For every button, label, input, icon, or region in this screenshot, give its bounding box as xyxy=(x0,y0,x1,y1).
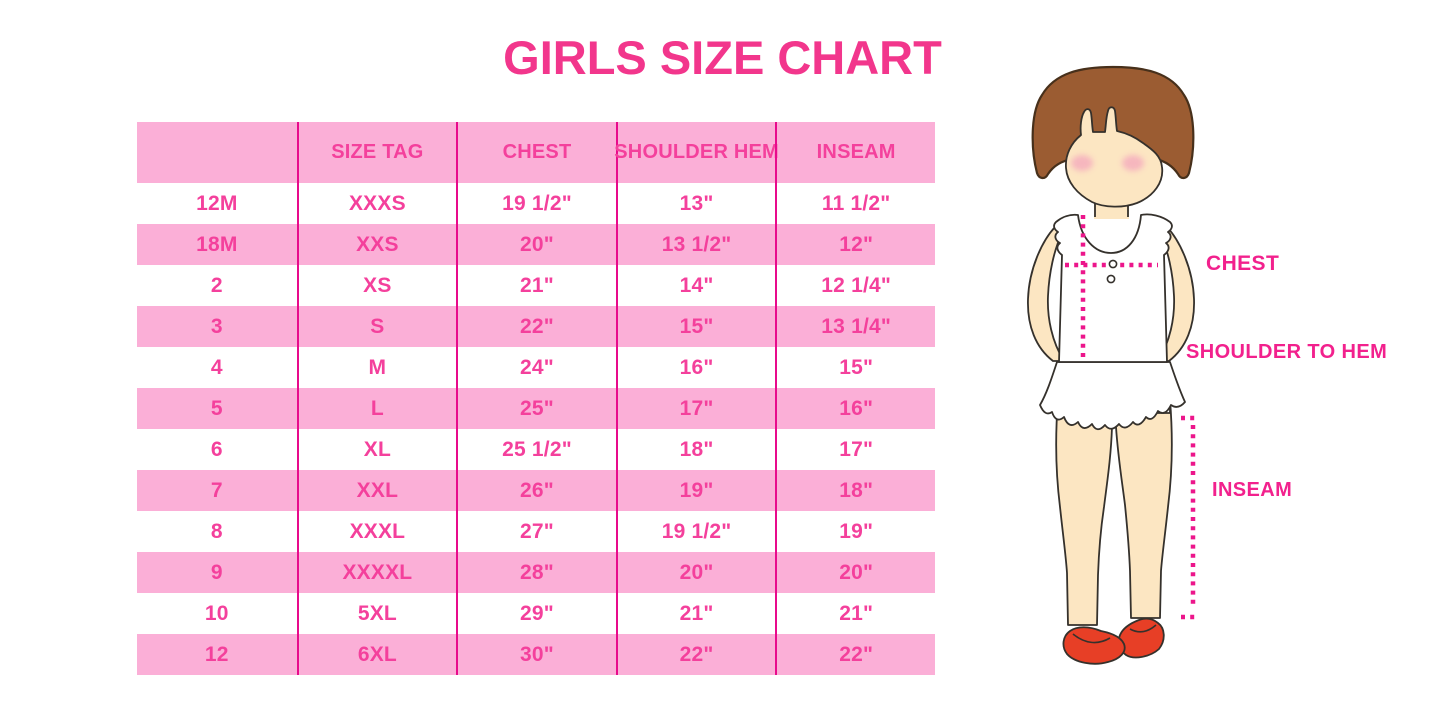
table-cell: 5 xyxy=(210,396,223,420)
shoe-left-strap xyxy=(1072,633,1111,644)
table-row: 2 XS 21" 14" 12 1/4" xyxy=(137,265,935,306)
table-row: 6 XL 25 1/2" 18" 17" xyxy=(137,429,935,470)
table-cell: 18M xyxy=(196,232,238,256)
table-cell: XXXS xyxy=(296,183,457,224)
table-cell: 6 xyxy=(210,437,223,461)
shoe-right xyxy=(1117,617,1165,659)
leg-left xyxy=(1055,399,1113,626)
header-cell: CHEST xyxy=(456,122,616,183)
header-cell: SIZE TAG xyxy=(296,122,457,183)
table-cell: 13 1/2" xyxy=(615,224,776,265)
table-cell: 30" xyxy=(456,634,616,675)
table-cell: 10 xyxy=(204,601,229,625)
table-row: 10 5XL 29" 21" 21" xyxy=(137,593,935,634)
face xyxy=(1065,106,1164,208)
table-cell: L xyxy=(296,388,457,429)
table-cell: 15" xyxy=(615,306,776,347)
table-cell: 19 1/2" xyxy=(615,511,776,552)
leg-right xyxy=(1115,399,1173,619)
shoe-left xyxy=(1062,626,1126,665)
inseam-label: INSEAM xyxy=(1212,479,1293,501)
bodice xyxy=(1053,213,1173,363)
table-cell: XXXXL xyxy=(296,552,457,593)
table-row: 8 XXXL 27" 19 1/2" 19" xyxy=(137,511,935,552)
table-cell: 2 xyxy=(210,273,223,297)
table-cell: 20" xyxy=(615,552,776,593)
size-chart-table: SIZE TAG CHEST SHOULDER HEM INSEAM 12M XXXS 1… xyxy=(137,122,935,675)
table-cell: M xyxy=(296,347,457,388)
table-cell: 7 xyxy=(210,478,223,502)
table-cell: 13 1/4" xyxy=(775,306,935,347)
table-cell: 29" xyxy=(456,593,616,634)
table-cell: 26" xyxy=(456,470,616,511)
table-cell: 3 xyxy=(210,314,223,338)
table-cell: 12" xyxy=(775,224,935,265)
table-cell: 8 xyxy=(210,519,223,543)
table-cell: 25" xyxy=(456,388,616,429)
table-cell: 19 1/2" xyxy=(456,183,616,224)
table-row: 3 S 22" 15" 13 1/4" xyxy=(137,306,935,347)
table-row: 12M XXXS 19 1/2" 13" 11 1/2" xyxy=(137,183,935,224)
table-cell: 18" xyxy=(615,429,776,470)
table-cell: XL xyxy=(296,429,457,470)
table-cell: 14" xyxy=(615,265,776,306)
shoe-right-strap xyxy=(1129,624,1157,633)
table-cell: 19" xyxy=(775,511,935,552)
page-title: GIRLS SIZE CHART xyxy=(503,31,942,84)
table-cell: 12 xyxy=(204,642,229,666)
table-cell: 11 1/2" xyxy=(775,183,935,224)
blush-left xyxy=(1071,155,1093,171)
header-cell xyxy=(137,122,297,183)
table-cell: S xyxy=(296,306,457,347)
table-cell: 12M xyxy=(196,191,238,215)
table-row: 18M XXS 20" 13 1/2" 12" xyxy=(137,224,935,265)
girl-measurement-illustration xyxy=(1027,65,1198,665)
table-cell: 17" xyxy=(775,429,935,470)
blush-right xyxy=(1122,155,1144,171)
table-cell: 20" xyxy=(456,224,616,265)
table-cell: 5XL xyxy=(296,593,457,634)
table-row: 12 6XL 30" 22" 22" xyxy=(137,634,935,675)
table-cell: 4 xyxy=(210,355,223,379)
table-cell: 15" xyxy=(775,347,935,388)
table-cell: 12 1/4" xyxy=(775,265,935,306)
table-cell: 22" xyxy=(456,306,616,347)
table-cell: 19" xyxy=(615,470,776,511)
table-body: 12M XXXS 19 1/2" 13" 11 1/2" 18M XXS 20" 13 1/2"… xyxy=(137,183,935,675)
table-cell: 21" xyxy=(615,593,776,634)
table-cell: 20" xyxy=(775,552,935,593)
table-cell: XS xyxy=(296,265,457,306)
table-cell: 16" xyxy=(615,347,776,388)
skirt xyxy=(1039,361,1186,431)
table-cell: 27" xyxy=(456,511,616,552)
table-cell: 28" xyxy=(456,552,616,593)
table-cell: XXL xyxy=(296,470,457,511)
shoulder-to-hem-label: SHOULDER TO HEM xyxy=(1186,341,1388,363)
table-cell: 24" xyxy=(456,347,616,388)
table-cell: 22" xyxy=(615,634,776,675)
table-cell: 22" xyxy=(775,634,935,675)
button-top xyxy=(1108,259,1118,269)
table-cell: 13" xyxy=(615,183,776,224)
table-cell: 21" xyxy=(775,593,935,634)
chest-label: CHEST xyxy=(1206,252,1280,275)
table-cell: XXXL xyxy=(296,511,457,552)
table-row: 9 XXXXL 28" 20" 20" xyxy=(137,552,935,593)
table-cell: 9 xyxy=(210,560,223,584)
table-cell: 18" xyxy=(775,470,935,511)
table-row: 4 M 24" 16" 15" xyxy=(137,347,935,388)
table-cell: 6XL xyxy=(296,634,457,675)
table-cell: 21" xyxy=(456,265,616,306)
button-bottom xyxy=(1106,274,1116,284)
table-cell: 25 1/2" xyxy=(456,429,616,470)
table-cell: XXS xyxy=(296,224,457,265)
table-row: 5 L 25" 17" 16" xyxy=(137,388,935,429)
table-cell: 16" xyxy=(775,388,935,429)
table-row: 7 XXL 26" 19" 18" xyxy=(137,470,935,511)
header-cell: SHOULDER HEM xyxy=(614,122,779,183)
table-header-row: SIZE TAG CHEST SHOULDER HEM INSEAM xyxy=(137,122,935,183)
header-cell: INSEAM xyxy=(775,122,935,183)
table-cell: 17" xyxy=(615,388,776,429)
